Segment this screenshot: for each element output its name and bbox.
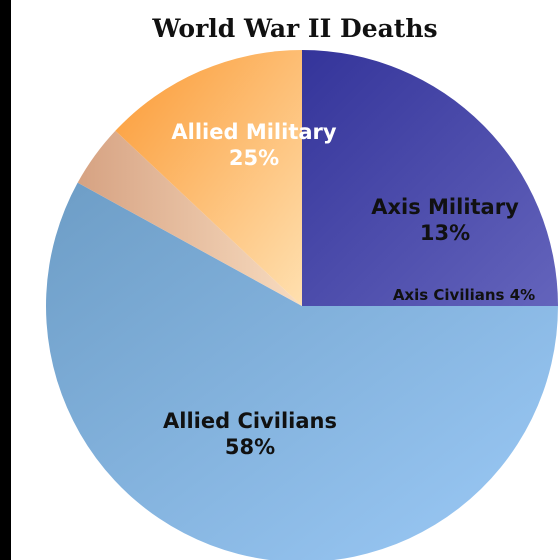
pie-slice-axis-civilians (77, 130, 302, 306)
slice-label-percent: 13% (420, 221, 470, 245)
slice-label-axis-civilians: Axis Civilians 4% (393, 286, 535, 304)
slice-label-percent: 58% (225, 435, 275, 459)
pie-slice-allied-military (302, 50, 558, 306)
pie-slice-axis-military (115, 50, 302, 306)
chart-title: World War II Deaths (152, 14, 438, 43)
slice-label-allied-civilians: Allied Civilians 58% (163, 409, 337, 459)
slice-label-percent: 25% (229, 146, 279, 170)
slice-label-allied-military: Allied Military 25% (171, 120, 336, 170)
slice-label-name: Axis Military (371, 195, 519, 219)
slice-label-axis-military: Axis Military 13% (371, 195, 519, 245)
slice-label-name: Allied Military (171, 120, 336, 144)
slice-label-name: Allied Civilians (163, 409, 337, 433)
pie-slice-allied-civilians (46, 182, 558, 560)
